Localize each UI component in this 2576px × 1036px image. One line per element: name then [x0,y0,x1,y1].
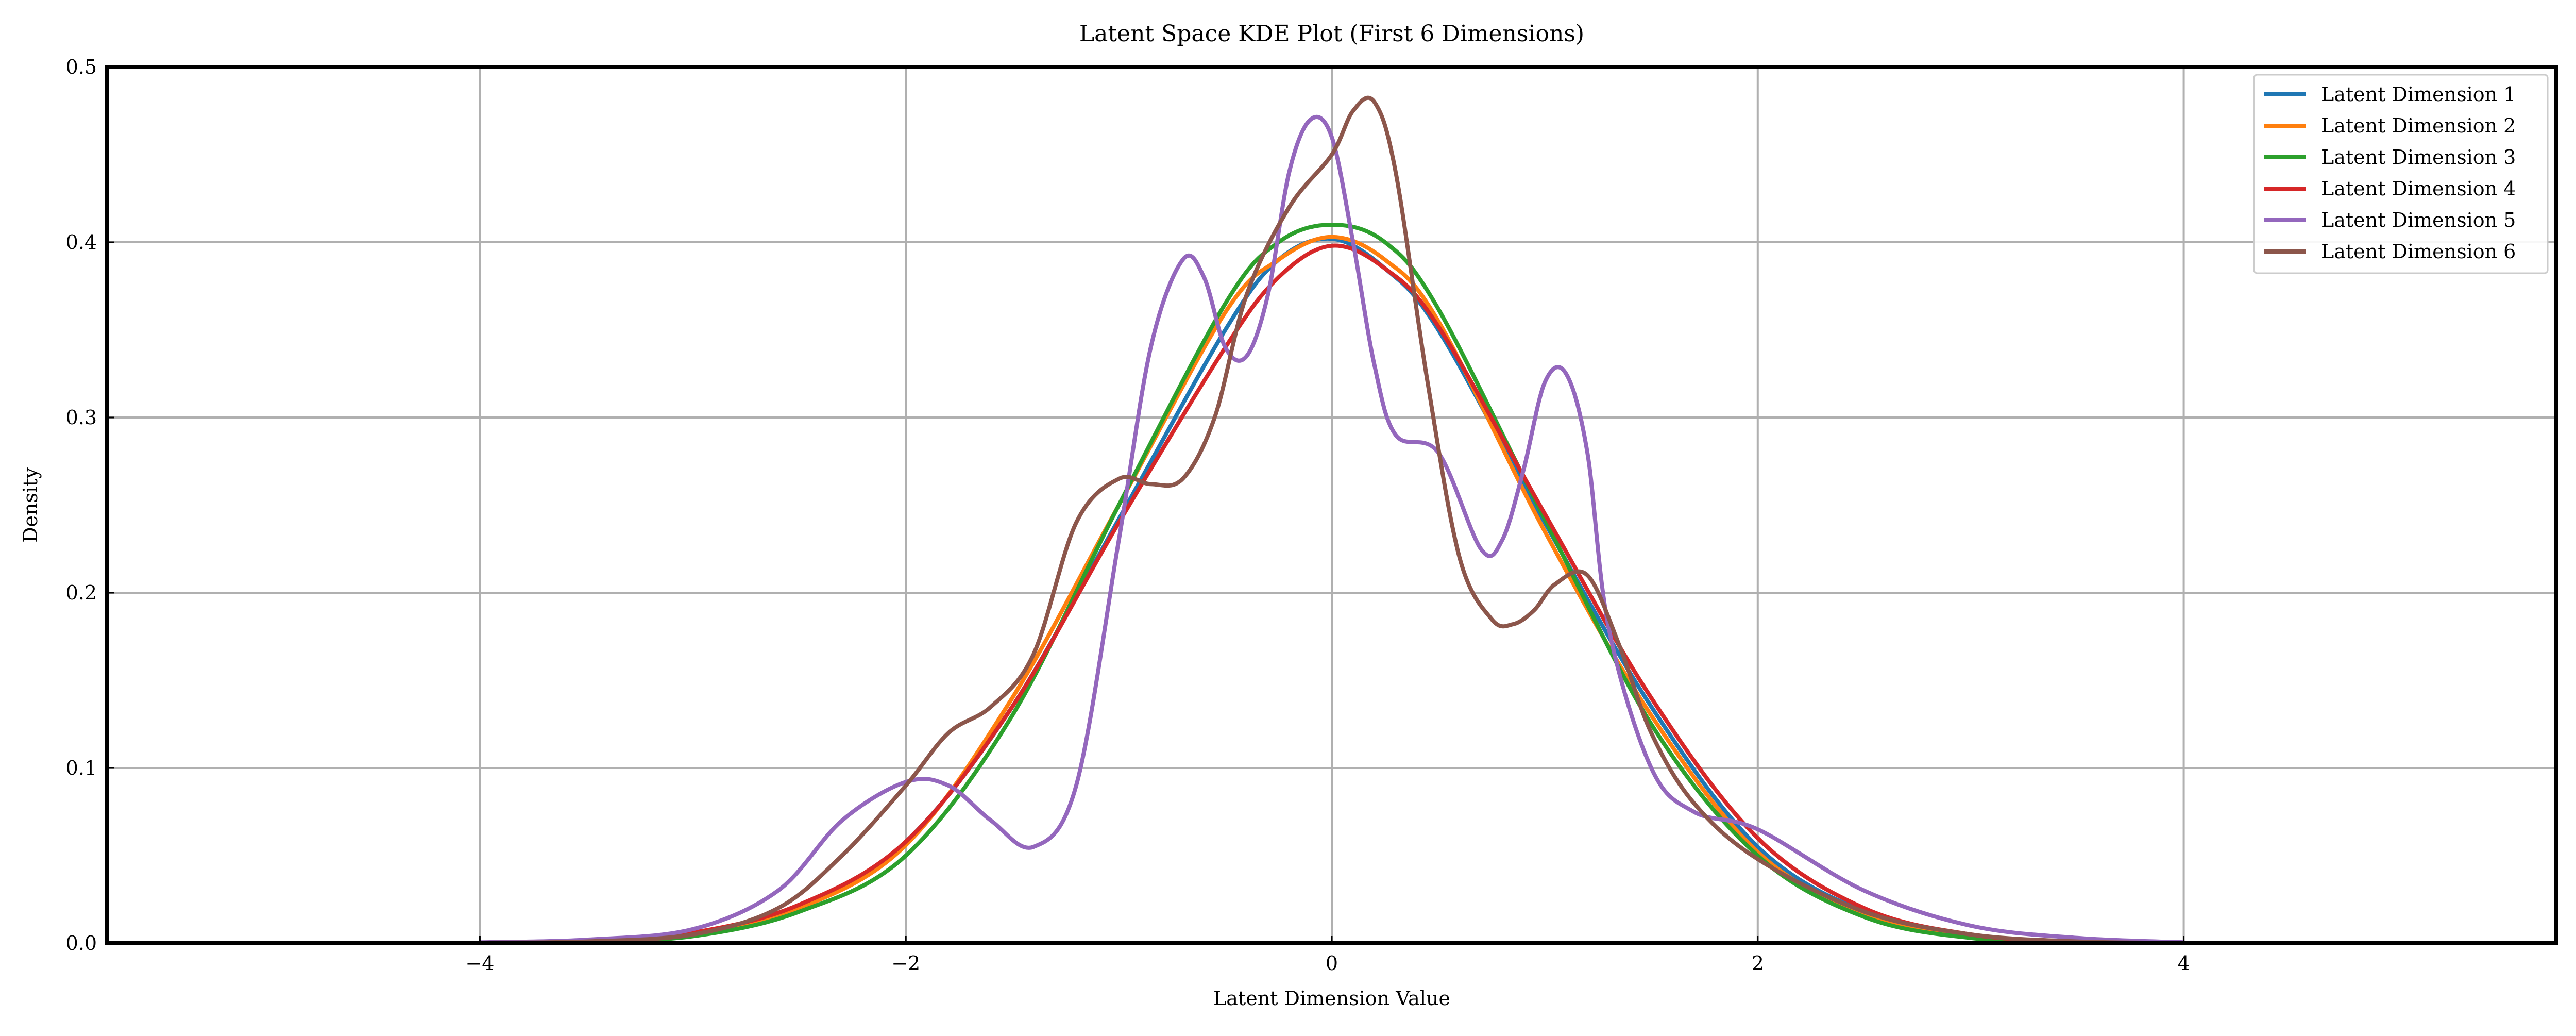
x-tick-label: 2 [1752,952,1764,975]
x-axis-label: Latent Dimension Value [1213,987,1450,1010]
y-tick-label: 0.4 [66,231,97,254]
y-axis-label: Density [19,467,42,543]
x-tick-label: 4 [2177,952,2190,975]
chart-title: Latent Space KDE Plot (First 6 Dimension… [1079,21,1584,47]
y-tick-label: 0.1 [66,757,97,779]
legend-label: Latent Dimension 2 [2321,114,2516,137]
legend-label: Latent Dimension 3 [2321,146,2516,169]
y-axis-ticks: 0.0 0.1 0.2 0.3 0.4 0.5 [66,56,114,955]
series-line-dimension-4 [478,243,2186,945]
legend-label: Latent Dimension 1 [2321,83,2516,106]
y-tick-label: 0.2 [66,581,97,604]
y-tick-label: 0.3 [66,406,97,429]
y-tick-label: 0.5 [66,56,97,78]
legend-label: Latent Dimension 6 [2321,240,2516,263]
x-tick-label: −4 [465,952,494,975]
legend-label: Latent Dimension 4 [2321,177,2516,200]
legend-label: Latent Dimension 5 [2321,209,2516,231]
x-tick-label: 0 [1326,952,1338,975]
x-axis-ticks: −4 −2 0 2 4 [465,936,2190,975]
x-tick-label: −2 [891,952,920,975]
series-lines [478,95,2186,945]
legend-box [2253,74,2549,274]
series-line-dimension-3 [478,223,2186,945]
legend: Latent Dimension 1 Latent Dimension 2 Late… [2253,74,2549,274]
series-line-dimension-6 [478,95,2186,945]
series-line-dimension-5 [478,114,2186,945]
y-tick-label: 0.0 [66,932,97,955]
